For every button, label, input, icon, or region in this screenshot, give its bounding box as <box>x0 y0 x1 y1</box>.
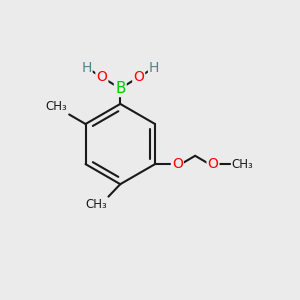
Text: CH₃: CH₃ <box>45 100 67 113</box>
Text: O: O <box>133 70 144 84</box>
Text: O: O <box>208 157 218 171</box>
Text: O: O <box>172 157 183 171</box>
Text: CH₃: CH₃ <box>85 198 107 211</box>
Text: H: H <box>81 61 92 75</box>
Text: H: H <box>149 61 159 75</box>
Text: CH₃: CH₃ <box>232 158 254 171</box>
Text: B: B <box>115 81 125 96</box>
Text: O: O <box>96 70 107 84</box>
